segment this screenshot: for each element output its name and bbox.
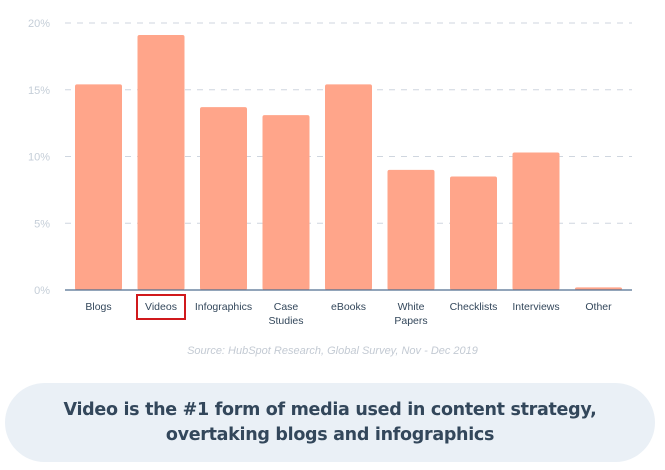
x-tick-label: White [398, 301, 425, 313]
y-tick-label: 15% [28, 85, 50, 97]
x-tick-label: Studies [268, 315, 303, 327]
bar [262, 115, 310, 291]
bar [325, 84, 372, 290]
y-tick-label: 10% [28, 152, 50, 164]
bar [200, 107, 247, 290]
bar [450, 176, 497, 290]
x-tick-label: Other [585, 301, 612, 313]
x-tick-label: eBooks [331, 301, 366, 313]
highlight-box [136, 294, 186, 320]
bar [512, 152, 560, 290]
x-tick-label: Checklists [450, 301, 498, 313]
x-tick-label: Interviews [512, 301, 559, 313]
bar-chart: 0% 5% 10% 15% 20% Blogs Videos Infographics Case… [28, 18, 632, 327]
y-tick-label: 20% [28, 18, 50, 30]
x-tick-label: Papers [394, 315, 427, 327]
callout-box: Video is the #1 form of media used in co… [5, 383, 655, 462]
x-tick-label: Videos [145, 301, 177, 313]
bar [75, 84, 122, 290]
x-tick-label: Infographics [195, 301, 252, 313]
bar [137, 35, 185, 290]
bar [387, 169, 435, 290]
source-note: Source: HubSpot Research, Global Survey,… [187, 345, 478, 357]
x-tick-label: Case [274, 301, 299, 313]
y-tick-label: 5% [34, 218, 50, 230]
bar [575, 287, 622, 290]
callout-text: Video is the #1 form of media used in co… [63, 399, 597, 445]
x-tick-label: Blogs [85, 301, 111, 313]
y-tick-label: 0% [34, 285, 50, 297]
